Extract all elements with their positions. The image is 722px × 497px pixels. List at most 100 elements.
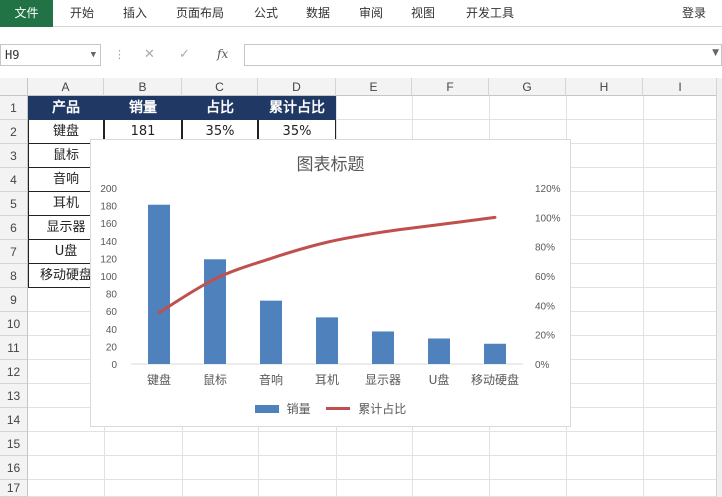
y-right-tick-label: 100% <box>535 213 561 224</box>
y-right-tick-label: 0% <box>535 360 550 371</box>
grid-line <box>28 119 718 120</box>
y-left-tick-label: 80 <box>106 290 118 301</box>
tab-formulas[interactable]: 公式 <box>253 6 278 20</box>
row-header-16[interactable]: 16 <box>0 456 28 480</box>
col-header-a[interactable]: A <box>28 78 104 96</box>
y-right-tick-label: 40% <box>535 301 555 312</box>
name-box-value: H9 <box>5 48 20 62</box>
table-cell[interactable]: 键盘 <box>28 120 104 144</box>
legend-label-cumulative: 累计占比 <box>358 402 407 416</box>
x-category-label: 移动硬盘 <box>471 372 519 387</box>
insert-function-icon[interactable]: fx <box>217 47 229 61</box>
table-header-share[interactable]: 占比 <box>182 96 258 120</box>
enter-check-icon[interactable]: ✓ <box>179 47 190 62</box>
tab-insert[interactable]: 插入 <box>122 6 147 20</box>
x-category-label: 显示器 <box>365 373 401 387</box>
row-header-11[interactable]: 11 <box>0 336 28 360</box>
grid-line <box>28 455 718 456</box>
row-header-12[interactable]: 12 <box>0 360 28 384</box>
formula-bar: H9 ▼ ⋮ ✕ ✓ fx ▼ <box>0 38 722 74</box>
x-category-label: U盘 <box>429 372 450 387</box>
x-category-label: 鼠标 <box>203 373 227 387</box>
col-header-c[interactable]: C <box>182 78 258 96</box>
row-header-2[interactable]: 2 <box>0 120 28 144</box>
chart-title[interactable]: 图表标题 <box>296 155 365 175</box>
row-header-5[interactable]: 5 <box>0 192 28 216</box>
bar-2 <box>204 259 226 364</box>
y-right-tick-label: 20% <box>535 331 555 342</box>
y-right-tick-label: 80% <box>535 243 555 254</box>
y-right-tick-label: 60% <box>535 272 555 283</box>
grid-line <box>643 96 644 497</box>
col-header-g[interactable]: G <box>489 78 566 96</box>
grid-line <box>28 479 718 480</box>
login-link[interactable]: 登录 <box>681 6 706 20</box>
bar-4 <box>316 317 338 364</box>
row-header-3[interactable]: 3 <box>0 144 28 168</box>
x-category-label: 键盘 <box>147 372 171 387</box>
ribbon: 文件 开始 插入 页面布局 公式 数据 审阅 视图 开发工具 登录 <box>0 0 722 27</box>
y-left-tick-label: 200 <box>100 184 117 195</box>
bar-1 <box>148 204 170 364</box>
y-left-tick-label: 120 <box>100 254 117 265</box>
row-header-9[interactable]: 9 <box>0 288 28 312</box>
chevron-down-icon[interactable]: ▼ <box>90 50 96 60</box>
tab-home[interactable]: 开始 <box>69 6 94 20</box>
col-header-d[interactable]: D <box>258 78 336 96</box>
bar-3 <box>260 300 282 364</box>
y-left-tick-label: 100 <box>100 272 117 283</box>
x-category-label: 音响 <box>259 372 283 387</box>
y-left-tick-label: 40 <box>106 325 118 336</box>
vertical-scrollbar[interactable] <box>716 78 722 497</box>
bar-5 <box>372 331 394 364</box>
table-header-sales[interactable]: 销量 <box>104 96 182 120</box>
row-header-7[interactable]: 7 <box>0 240 28 264</box>
row-header-17[interactable]: 17 <box>0 480 28 497</box>
row-header-1[interactable]: 1 <box>0 96 28 120</box>
chart-legend[interactable]: 销量 累计占比 <box>91 400 570 417</box>
cancel-icon[interactable]: ✕ <box>144 47 155 62</box>
col-header-e[interactable]: E <box>336 78 412 96</box>
legend-label-sales: 销量 <box>286 402 311 416</box>
tab-data[interactable]: 数据 <box>305 6 330 20</box>
tab-developer[interactable]: 开发工具 <box>465 6 514 20</box>
drag-handle-icon[interactable]: ⋮ <box>114 48 125 61</box>
y-left-tick-label: 140 <box>100 237 117 248</box>
y-left-tick-label: 160 <box>100 219 117 230</box>
y-left-tick-label: 60 <box>106 307 118 318</box>
grid-line <box>28 431 718 432</box>
y-left-tick-label: 0 <box>111 360 117 371</box>
tab-page-layout[interactable]: 页面布局 <box>175 6 224 20</box>
chart-plot: 0 20 40 60 80 100 120 140 160 180 200 0% 20% 40% 60% 80… <box>100 184 561 387</box>
row-header-6[interactable]: 6 <box>0 216 28 240</box>
row-header-15[interactable]: 15 <box>0 432 28 456</box>
legend-line-swatch <box>326 407 351 410</box>
table-header-cumulative-share[interactable]: 累计占比 <box>258 96 336 120</box>
col-header-i[interactable]: I <box>643 78 718 96</box>
name-box[interactable]: H9 ▼ <box>0 44 101 66</box>
bar-7 <box>484 343 506 364</box>
tab-review[interactable]: 审阅 <box>358 6 383 20</box>
bar-6 <box>428 338 450 364</box>
row-header-13[interactable]: 13 <box>0 384 28 408</box>
expand-formula-icon[interactable]: ▼ <box>712 48 719 58</box>
tab-file[interactable]: 文件 <box>0 0 53 27</box>
y-left-tick-label: 20 <box>106 342 118 353</box>
y-right-tick-label: 120% <box>535 184 561 195</box>
tab-view[interactable]: 视图 <box>410 6 435 20</box>
col-header-f[interactable]: F <box>412 78 489 96</box>
pareto-chart[interactable]: 图表标题 0 20 40 60 80 100 120 140 160 180 200 0% 20% 40%… <box>90 139 571 427</box>
formula-input[interactable]: ▼ <box>244 44 722 66</box>
select-all-corner[interactable] <box>0 78 28 96</box>
row-header-8[interactable]: 8 <box>0 264 28 288</box>
row-header-10[interactable]: 10 <box>0 312 28 336</box>
cumulative-share-line <box>157 215 497 315</box>
table-header-product[interactable]: 产品 <box>28 96 104 120</box>
row-header-4[interactable]: 4 <box>0 168 28 192</box>
row-header-14[interactable]: 14 <box>0 408 28 432</box>
col-header-h[interactable]: H <box>566 78 643 96</box>
legend-bar-swatch <box>254 404 279 413</box>
col-header-b[interactable]: B <box>104 78 182 96</box>
x-category-label: 耳机 <box>315 373 339 387</box>
